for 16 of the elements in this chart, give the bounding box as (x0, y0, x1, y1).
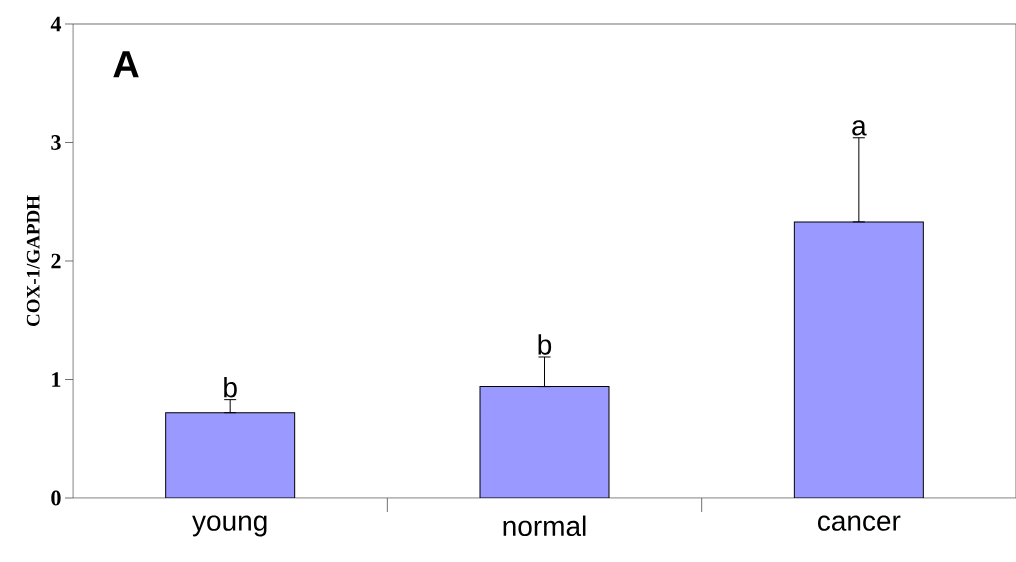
annotation: A (113, 51, 139, 78)
annotation: b (224, 376, 237, 398)
y-tick-label: 3 (51, 135, 61, 150)
y-tick-label: 1 (52, 372, 61, 387)
y-tick-label: 2 (51, 253, 61, 269)
x-tick-label: young (192, 515, 267, 537)
annotation: a (852, 120, 867, 136)
x-tick-label: cancer (818, 515, 901, 531)
x-tick-label: normal (503, 515, 586, 537)
bar (793, 221, 924, 498)
y-axis-title: COX-1/GAPDH (26, 195, 40, 327)
bar (165, 412, 296, 498)
annotation: b (538, 334, 552, 355)
bar (479, 386, 610, 498)
y-tick-label: 0 (51, 490, 61, 506)
y-tick-label: 4 (50, 16, 62, 32)
